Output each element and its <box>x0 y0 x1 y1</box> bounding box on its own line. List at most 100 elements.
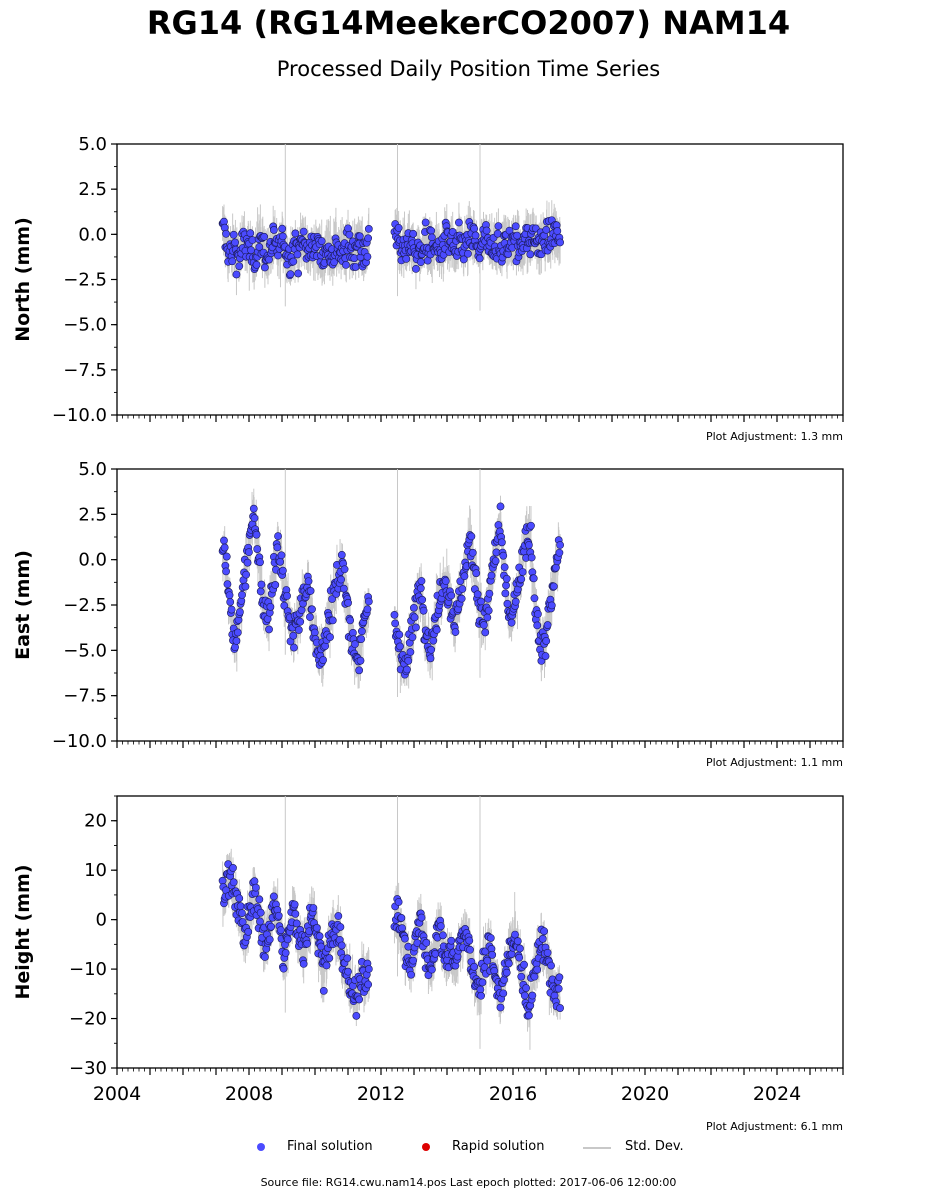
north-data-point <box>345 230 354 239</box>
east-data-point <box>481 628 490 637</box>
height-data-point <box>250 877 259 886</box>
north-data-point <box>427 226 436 235</box>
east-data-point <box>541 652 550 660</box>
east-ytick-label: 0.0 <box>78 550 107 571</box>
source-footer: Source file: RG14.cwu.nam14.pos Last epo… <box>260 1176 677 1189</box>
height-data-point <box>276 926 285 935</box>
north-data-point <box>364 225 373 233</box>
north-data-point <box>511 222 520 231</box>
east-data-point <box>364 597 373 606</box>
height-data-point <box>319 986 328 995</box>
height-data-point <box>417 913 426 922</box>
height-data-point <box>547 961 555 970</box>
east-data-point <box>297 606 306 614</box>
height-data-point <box>267 922 276 931</box>
east-data-point <box>491 557 500 565</box>
north-data-point <box>464 249 472 258</box>
east-data-point <box>534 610 542 618</box>
height-data-point <box>543 948 552 957</box>
east-data-point <box>542 637 551 645</box>
east-data-point <box>339 584 348 593</box>
height-data-point <box>274 911 283 920</box>
north-data-point <box>363 252 372 261</box>
height-plot-adjustment: Plot Adjustment: 6.1 mm <box>706 1120 843 1133</box>
east-data-point <box>355 666 364 675</box>
north-ytick-label: 2.5 <box>78 179 107 200</box>
north-data-point <box>553 227 562 235</box>
north-data-point <box>278 224 287 233</box>
east-data-point <box>527 553 536 562</box>
legend-std-label: Std. Dev. <box>625 1139 684 1154</box>
east-data-point <box>278 566 287 575</box>
east-data-point <box>479 621 488 629</box>
north-data-point <box>299 227 308 236</box>
east-data-point <box>304 577 313 586</box>
east-data-point <box>271 581 280 589</box>
height-data-point <box>436 922 445 931</box>
height-data-point <box>312 924 321 932</box>
east-data-point <box>233 628 242 637</box>
legend-rapid: Rapid solution <box>421 1137 561 1157</box>
height-data-point <box>522 984 531 992</box>
east-data-point <box>403 665 411 674</box>
east-data-point <box>220 543 229 552</box>
east-data-point <box>525 541 533 549</box>
east-data-point <box>487 571 496 580</box>
height-ytick-label: 10 <box>84 860 107 881</box>
east-data-point <box>337 575 346 584</box>
north-data-point <box>402 254 411 263</box>
east-data-point <box>226 598 235 606</box>
east-data-point <box>472 569 481 578</box>
height-data-point <box>299 960 308 968</box>
height-data-point <box>538 934 547 943</box>
east-data-point <box>416 584 425 593</box>
height-data-point <box>502 968 511 977</box>
north-data-point <box>513 231 522 240</box>
east-data-point <box>344 598 352 607</box>
east-data-point <box>257 580 266 589</box>
north-ytick-label: 0.0 <box>78 224 107 245</box>
east-data-point <box>427 645 436 654</box>
xtick-label: 2008 <box>225 1083 273 1105</box>
height-data-point <box>269 892 278 901</box>
north-data-point <box>427 233 436 242</box>
east-ytick-label: −5.0 <box>63 640 107 661</box>
height-data-point <box>466 945 474 954</box>
height-data-point <box>427 965 436 974</box>
height-data-point <box>515 944 524 953</box>
east-data-point <box>290 643 298 652</box>
height-data-point <box>303 939 312 948</box>
height-data-point <box>251 883 260 892</box>
east-data-point <box>391 619 400 628</box>
east-data-point <box>507 618 516 627</box>
east-data-point <box>511 597 520 606</box>
east-data-point <box>274 532 282 541</box>
height-axis-label: Height (mm) <box>12 864 34 999</box>
east-data-point <box>552 563 560 572</box>
height-data-point <box>424 971 433 980</box>
north-data-point <box>494 222 503 230</box>
east-data-point <box>502 574 511 583</box>
east-data-point <box>496 502 505 511</box>
north-axis-label: North (mm) <box>12 217 34 342</box>
xtick-label: 2020 <box>621 1083 669 1105</box>
east-ytick-label: 5.0 <box>78 459 107 480</box>
north-data-point <box>291 229 300 238</box>
east-data-point <box>220 536 228 545</box>
height-data-point <box>555 973 564 982</box>
height-data-point <box>409 956 418 965</box>
east-data-point <box>457 594 466 603</box>
height-data-point <box>520 960 528 969</box>
height-data-point <box>325 954 334 963</box>
east-data-point <box>451 628 460 636</box>
north-ytick-label: −2.5 <box>63 270 107 291</box>
height-data-point <box>229 878 238 887</box>
height-data-point <box>488 950 497 959</box>
height-data-point <box>238 909 246 917</box>
height-data-point <box>322 961 331 970</box>
east-data-point <box>484 606 493 615</box>
north-data-point <box>293 250 302 259</box>
height-data-point <box>292 919 301 928</box>
east-data-point <box>418 595 427 604</box>
